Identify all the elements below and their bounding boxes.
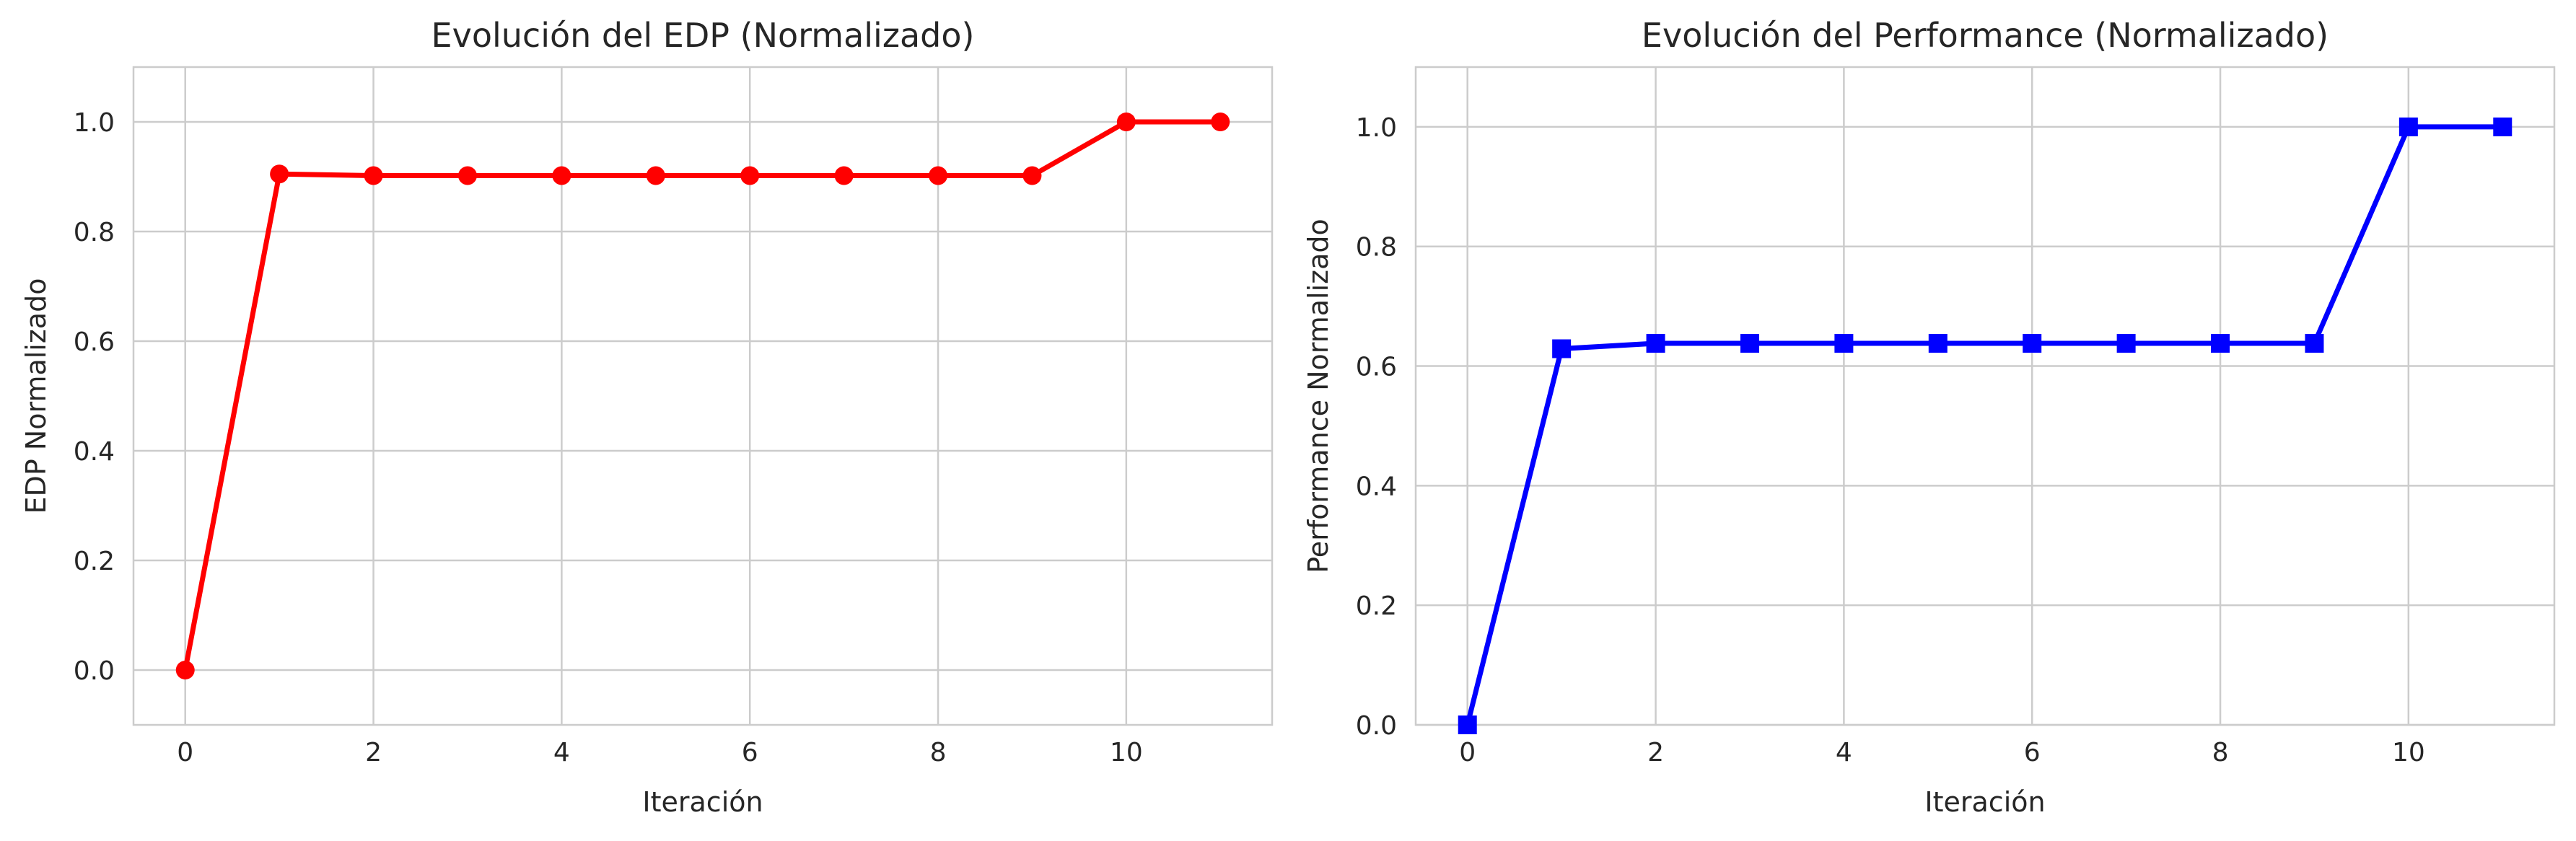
edp-data-point xyxy=(1211,113,1230,131)
edp-data-point xyxy=(1116,113,1136,131)
edp-x-tick-label: 8 xyxy=(930,738,947,767)
performance-x-tick-label: 2 xyxy=(1647,738,1664,767)
edp-y-tick-label: 1.0 xyxy=(74,108,115,138)
edp-x-tick-label: 4 xyxy=(553,738,570,767)
edp-y-tick-label: 0.6 xyxy=(74,327,115,357)
performance-data-point xyxy=(1740,334,1759,353)
edp-data-point xyxy=(552,166,571,185)
performance-data-point xyxy=(1928,334,1948,353)
edp-data-point xyxy=(364,166,383,185)
performance-y-tick-label: 0.4 xyxy=(1356,472,1397,501)
performance-data-point xyxy=(2493,117,2513,136)
performance-data-point xyxy=(1458,715,1477,734)
performance-plot-area xyxy=(1414,66,2556,726)
edp-data-point xyxy=(646,166,665,185)
edp-x-tick-label: 0 xyxy=(177,738,193,767)
edp-x-tick-label: 6 xyxy=(742,738,758,767)
edp-data-point xyxy=(834,166,854,185)
performance-chart: 0 2 4 6 8 10 0.0 0.2 0.4 0.6 0.8 1.0 Evolución del … xyxy=(1302,16,2556,818)
performance-data-point xyxy=(1646,334,1665,353)
performance-data-point xyxy=(2116,334,2136,353)
performance-data-point xyxy=(1552,339,1572,358)
performance-data-point xyxy=(2023,334,2042,353)
edp-x-axis-label: Iteración xyxy=(642,786,763,818)
edp-y-tick-label: 0.2 xyxy=(74,547,115,576)
performance-data-point xyxy=(1834,334,1854,353)
performance-x-tick-label: 4 xyxy=(1836,738,1852,767)
edp-data-point xyxy=(740,166,760,185)
performance-y-axis-label: Performance Normalizado xyxy=(1302,219,1334,573)
performance-chart-title: Evolución del Performance (Normalizado) xyxy=(1642,16,2329,55)
performance-y-tick-label: 1.0 xyxy=(1356,113,1397,143)
performance-data-point xyxy=(2398,117,2418,136)
performance-y-tick-label: 0.2 xyxy=(1356,591,1397,621)
edp-y-tick-label: 0.8 xyxy=(74,218,115,247)
performance-x-tick-label: 0 xyxy=(1459,738,1476,767)
edp-data-point xyxy=(929,166,948,185)
performance-x-axis-label: Iteración xyxy=(1924,786,2045,818)
edp-y-tick-label: 0.0 xyxy=(74,656,115,686)
edp-x-tick-label: 2 xyxy=(365,738,382,767)
performance-y-tick-label: 0.8 xyxy=(1356,233,1397,263)
edp-data-point xyxy=(457,166,477,185)
performance-series-line xyxy=(1465,124,2505,728)
edp-plot-area xyxy=(132,66,1274,726)
edp-y-axis-label: EDP Normalizado xyxy=(20,278,52,514)
performance-data-point xyxy=(2211,334,2230,353)
performance-y-tick-label: 0.0 xyxy=(1356,711,1397,741)
edp-x-tick-label: 10 xyxy=(1110,738,1143,767)
edp-data-point xyxy=(270,164,289,184)
edp-data-point xyxy=(1022,166,1042,185)
edp-y-tick-label: 0.4 xyxy=(74,437,115,467)
performance-data-point xyxy=(2305,334,2324,353)
edp-data-point xyxy=(175,661,195,679)
edp-chart-title: Evolución del EDP (Normalizado) xyxy=(431,16,975,55)
performance-x-tick-label: 6 xyxy=(2024,738,2041,767)
performance-x-tick-label: 10 xyxy=(2392,738,2425,767)
edp-chart: 0 2 4 6 8 10 0.0 0.2 0.4 0.6 0.8 1.0 Evolución del … xyxy=(20,16,1274,818)
performance-x-tick-label: 8 xyxy=(2212,738,2229,767)
edp-series-line xyxy=(183,119,1223,673)
performance-y-tick-label: 0.6 xyxy=(1356,353,1397,382)
